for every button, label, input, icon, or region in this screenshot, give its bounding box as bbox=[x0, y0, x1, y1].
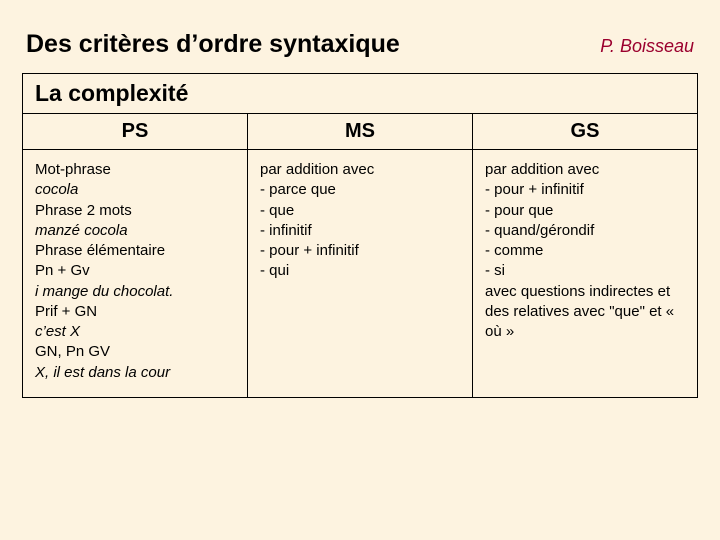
text-line: Prif + GN bbox=[35, 302, 235, 322]
page-title: Des critères d’ordre syntaxique bbox=[26, 30, 400, 59]
text-line: X, il est dans la cour bbox=[35, 363, 235, 383]
col-header-gs: GS bbox=[473, 114, 698, 150]
text-line: GN, Pn GV bbox=[35, 342, 235, 362]
slide-header: Des critères d’ordre syntaxique P. Boiss… bbox=[22, 30, 698, 59]
text-line: c’est X bbox=[35, 322, 235, 342]
text-line: - quand/gérondif bbox=[485, 221, 685, 241]
author-name: P. Boisseau bbox=[600, 36, 694, 57]
col-header-ps: PS bbox=[23, 114, 248, 150]
text-line: par addition avec bbox=[485, 160, 685, 180]
text-line: - comme bbox=[485, 241, 685, 261]
cell-gs: par addition avec- pour + infinitif- pou… bbox=[473, 150, 698, 398]
text-line: - pour que bbox=[485, 201, 685, 221]
text-line: - parce que bbox=[260, 180, 460, 200]
text-line: par addition avec bbox=[260, 160, 460, 180]
text-line: Mot-phrase bbox=[35, 160, 235, 180]
col-header-ms: MS bbox=[248, 114, 473, 150]
text-line: Phrase élémentaire bbox=[35, 241, 235, 261]
complexity-table: La complexité PS MS GS Mot-phrasecocolaP… bbox=[22, 73, 698, 398]
text-line: - que bbox=[260, 201, 460, 221]
text-line: - infinitif bbox=[260, 221, 460, 241]
cell-ps: Mot-phrasecocolaPhrase 2 motsmanzé cocol… bbox=[23, 150, 248, 398]
text-line: - pour + infinitif bbox=[260, 241, 460, 261]
text-line: i mange du chocolat. bbox=[35, 282, 235, 302]
text-line: - si bbox=[485, 261, 685, 281]
text-line: cocola bbox=[35, 180, 235, 200]
text-line: - qui bbox=[260, 261, 460, 281]
text-line: manzé cocola bbox=[35, 221, 235, 241]
text-line: avec questions indirectes et des relativ… bbox=[485, 282, 685, 343]
text-line: - pour + infinitif bbox=[485, 180, 685, 200]
text-line: Phrase 2 mots bbox=[35, 201, 235, 221]
cell-ms: par addition avec- parce que- que- infin… bbox=[248, 150, 473, 398]
section-title: La complexité bbox=[23, 74, 698, 114]
text-line: Pn + Gv bbox=[35, 261, 235, 281]
